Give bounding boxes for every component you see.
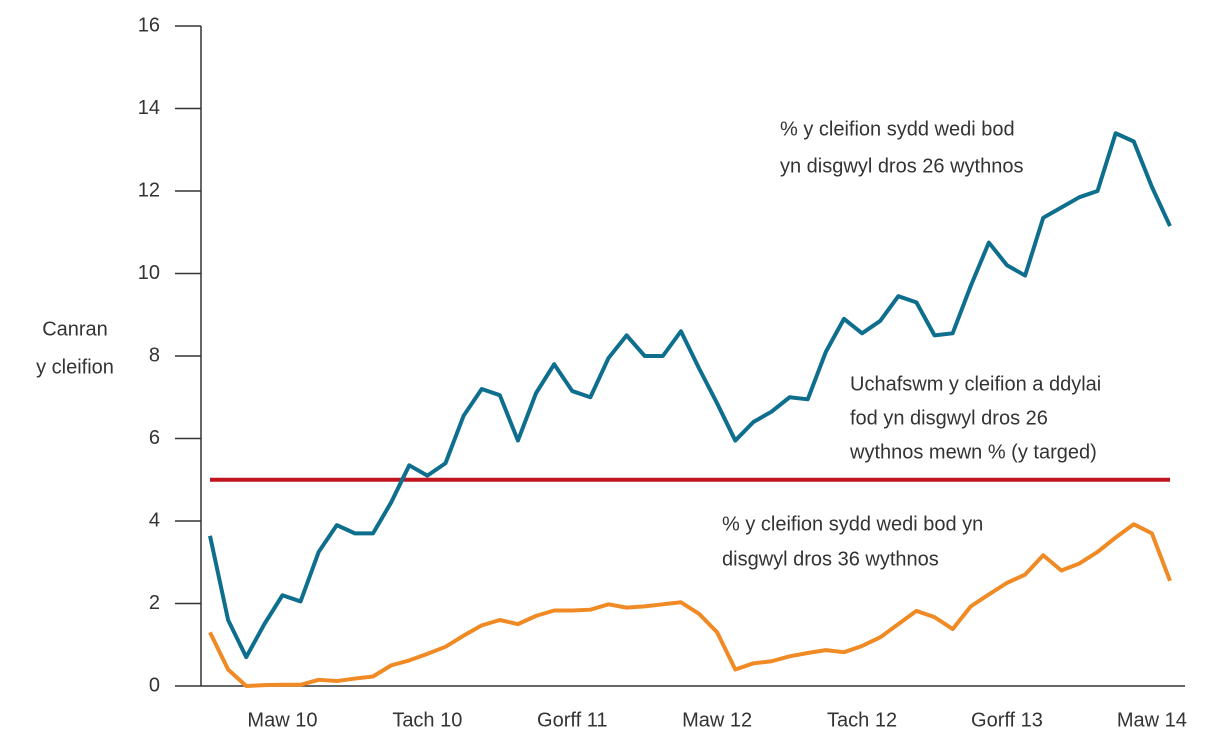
y-tick-label: 2 <box>149 592 160 614</box>
y-tick-label: 14 <box>138 97 160 119</box>
x-tick-label: Maw 14 <box>1117 709 1187 731</box>
x-tick-label: Maw 12 <box>682 709 752 731</box>
series-label: % y cleifion sydd wedi bod <box>780 118 1015 140</box>
x-tick-label: Tach 10 <box>392 709 462 731</box>
x-tick-label: Tach 12 <box>827 709 897 731</box>
y-tick-label: 16 <box>138 14 160 36</box>
x-tick-label: Gorff 11 <box>537 709 607 731</box>
series-label: yn disgwyl dros 26 wythnos <box>780 155 1023 177</box>
y-tick-label: 12 <box>138 179 160 201</box>
x-tick-label: Gorff 13 <box>971 709 1043 731</box>
y-tick-label: 4 <box>149 509 160 531</box>
x-tick-label: Maw 10 <box>247 709 317 731</box>
target-label: Uchafswm y cleifion a ddylai <box>850 373 1101 395</box>
series-label: % y cleifion sydd wedi bod yn <box>722 513 983 535</box>
series-line <box>208 522 1172 688</box>
y-tick-label: 0 <box>149 674 160 696</box>
target-label: wythnos mewn % (y targed) <box>849 441 1097 463</box>
y-tick-label: 10 <box>138 262 160 284</box>
target-label: fod yn disgwyl dros 26 <box>850 407 1048 429</box>
y-tick-label: 8 <box>149 344 160 366</box>
series-label: disgwyl dros 36 wythnos <box>722 548 939 570</box>
y-tick-label: 6 <box>149 427 160 449</box>
y-axis-label: Canran <box>42 318 108 340</box>
y-axis-label: y cleifion <box>36 356 114 378</box>
series-line <box>208 131 1172 660</box>
